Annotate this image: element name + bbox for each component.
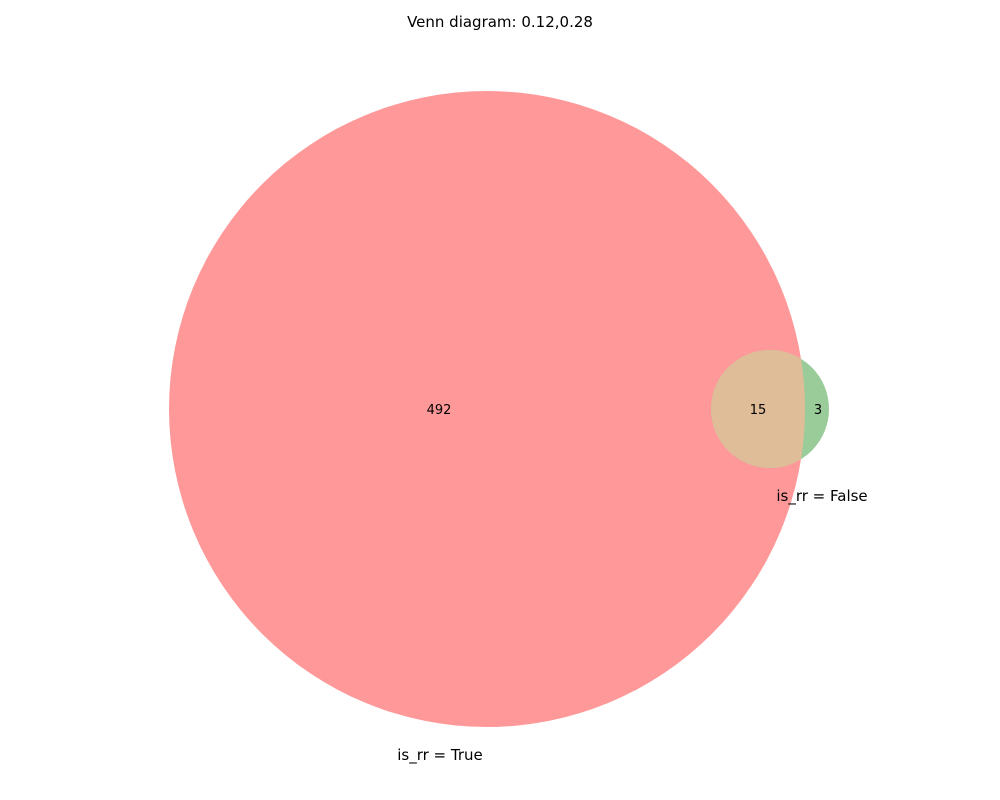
- set-a-label: is_rr = True: [397, 746, 483, 765]
- chart-title: Venn diagram: 0.12,0.28: [407, 13, 593, 31]
- region-overlap-count: 15: [750, 403, 767, 418]
- region-b-only-count: 3: [814, 403, 822, 418]
- set-a-circle: [169, 91, 805, 727]
- region-a-only-count: 492: [427, 403, 452, 418]
- set-b-label: is_rr = False: [776, 487, 867, 506]
